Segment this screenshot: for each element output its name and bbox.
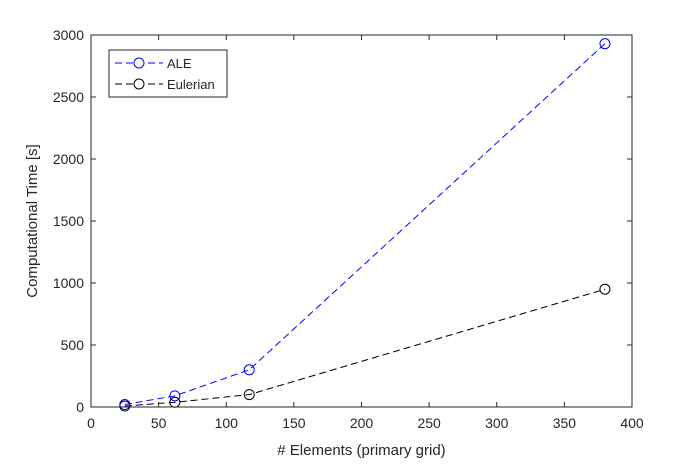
- x-tick-label: 0: [87, 415, 95, 431]
- x-tick-label: 400: [620, 415, 644, 431]
- legend-marker-eulerian: [133, 78, 145, 90]
- data-point-ale: [599, 38, 611, 50]
- x-tick-label: 300: [485, 415, 509, 431]
- data-point-eulerian: [243, 389, 255, 401]
- legend-box: [108, 49, 228, 98]
- legend-marker-ale: [133, 57, 145, 69]
- x-tick-label: 150: [282, 415, 306, 431]
- y-tick-label: 1500: [53, 213, 84, 229]
- data-point-eulerian: [599, 283, 611, 295]
- y-axis: 0 500 1000 1500 2000 2500 3000: [53, 27, 632, 415]
- x-axis: 0 50 100 150 200 250 300 350 400: [87, 35, 644, 431]
- x-tick-label: 250: [417, 415, 441, 431]
- y-tick-label: 3000: [53, 27, 84, 43]
- data-point-ale: [243, 364, 255, 376]
- x-tick-label: 50: [151, 415, 167, 431]
- legend: ALE Eulerian: [108, 49, 228, 98]
- y-axis-label: Computational Time [s]: [24, 144, 41, 297]
- y-tick-label: 2500: [53, 89, 84, 105]
- x-tick-label: 100: [215, 415, 239, 431]
- legend-label-ale: ALE: [167, 56, 192, 71]
- y-tick-label: 1000: [53, 275, 84, 291]
- series-line-ale: [124, 43, 606, 406]
- y-tick-label: 0: [76, 399, 84, 415]
- data-point-ale: [169, 390, 181, 402]
- x-tick-label: 350: [553, 415, 577, 431]
- legend-label-eulerian: Eulerian: [167, 77, 215, 92]
- x-tick-label: 200: [350, 415, 374, 431]
- data-point-ale: [119, 399, 131, 411]
- series-line-eulerian: [124, 288, 606, 407]
- y-tick-label: 500: [61, 337, 85, 353]
- y-tick-label: 2000: [53, 151, 84, 167]
- x-axis-label: # Elements (primary grid): [277, 442, 445, 459]
- series-layer: [119, 38, 611, 412]
